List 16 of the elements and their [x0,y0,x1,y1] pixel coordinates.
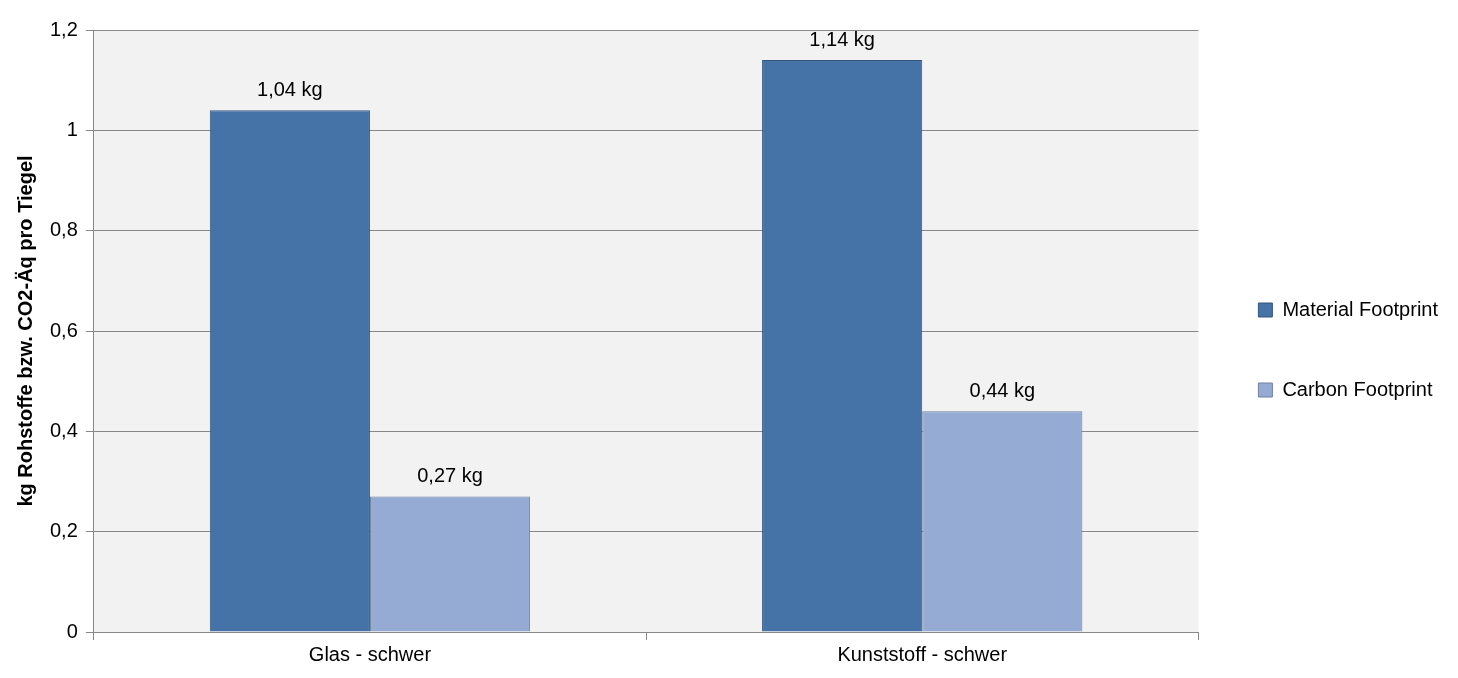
x-tick-label: Kunststoff - schwer [837,642,1008,665]
legend-label: Material Footprint [1282,297,1439,320]
legend-label: Carbon Footprint [1282,377,1433,400]
x-tick-label: Glas - schwer [308,642,432,665]
data-label: 0,27 kg [417,464,483,487]
data-label: 1,14 kg [809,27,875,50]
y-axis-title: kg Rohstoffe bzw. CO2-Äq pro Tiegel [13,155,36,507]
y-tick-label: 0,2 [49,519,78,542]
data-label: 1,04 kg [257,77,323,100]
y-tick-label: 1,2 [49,17,78,40]
y-tick-label: 0,6 [49,318,78,341]
y-tick-label: 0,8 [49,218,78,241]
data-label: 0,44 kg [969,378,1036,401]
y-tick-label: 1 [66,117,78,140]
y-tick-label: 0 [66,619,78,642]
y-tick-label: 0,4 [49,418,78,441]
